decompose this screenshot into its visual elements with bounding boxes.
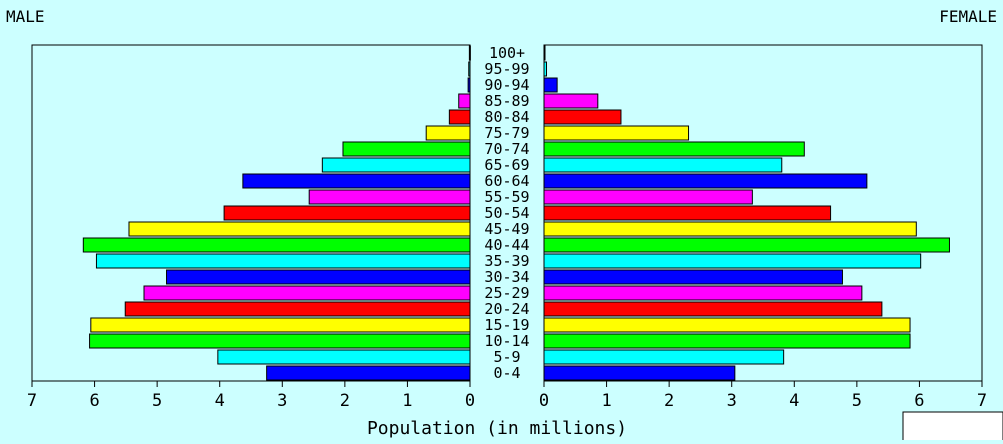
male-bar-0-4 (266, 365, 471, 381)
female-bar-50-54 (543, 205, 832, 221)
x-axis-title: Population (in millions) (367, 418, 627, 439)
age-label-95-99: 95-99 (484, 60, 529, 78)
female-bar-30-34 (543, 269, 843, 285)
right-tick-label-7: 7 (977, 391, 987, 411)
male-bar-75-79 (425, 125, 471, 141)
female-bar-40-44 (543, 237, 950, 253)
female-bar-45-49 (543, 221, 917, 237)
male-bar-25-29 (143, 285, 471, 301)
male-bar-20-24 (124, 301, 471, 317)
male-bar-10-14 (89, 333, 471, 349)
age-label-0-4: 0-4 (493, 364, 520, 382)
age-label-85-89: 85-89 (484, 92, 529, 110)
female-label: FEMALE (939, 7, 997, 26)
male-bar-40-44 (82, 237, 471, 253)
corner-box (902, 411, 1003, 444)
female-bar-20-24 (543, 301, 883, 317)
left-tick-label-4: 4 (215, 391, 225, 411)
age-label-55-59: 55-59 (484, 188, 529, 206)
right-tick-label-4: 4 (789, 391, 799, 411)
female-bar-5-9 (543, 349, 785, 365)
male-bar-30-34 (166, 269, 471, 285)
age-label-90-94: 90-94 (484, 76, 529, 94)
male-bar-85-89 (458, 93, 471, 109)
female-bar-60-64 (543, 173, 868, 189)
age-label-45-49: 45-49 (484, 220, 529, 238)
female-bar-10-14 (543, 333, 911, 349)
right-tick-label-0: 0 (539, 391, 549, 411)
age-label-30-34: 30-34 (484, 268, 529, 286)
age-label-25-29: 25-29 (484, 284, 529, 302)
right-tick-label-5: 5 (852, 391, 862, 411)
left-tick-label-5: 5 (152, 391, 162, 411)
age-label-40-44: 40-44 (484, 236, 529, 254)
left-tick-label-1: 1 (402, 391, 412, 411)
female-bar-95-99 (543, 61, 548, 77)
left-tick-label-3: 3 (277, 391, 287, 411)
female-bar-100+ (543, 45, 546, 61)
male-bar-95-99 (468, 61, 471, 77)
male-label: MALE (6, 7, 45, 26)
male-bar-45-49 (128, 221, 471, 237)
male-bar-80-84 (448, 109, 471, 125)
age-label-75-79: 75-79 (484, 124, 529, 142)
female-bar-15-19 (543, 317, 911, 333)
male-bar-70-74 (342, 141, 471, 157)
male-bar-35-39 (95, 253, 471, 269)
male-bar-5-9 (217, 349, 471, 365)
male-axis: 0 1 2 3 4 5 6 7 (27, 380, 475, 411)
age-label-65-69: 65-69 (484, 156, 529, 174)
right-tick-label-6: 6 (914, 391, 924, 411)
male-bar-55-59 (308, 189, 471, 205)
right-tick-label-2: 2 (664, 391, 674, 411)
male-bar-65-69 (321, 157, 471, 173)
female-bar-0-4 (543, 365, 736, 381)
age-label-5-9: 5-9 (493, 348, 520, 366)
age-label-15-19: 15-19 (484, 316, 529, 334)
left-tick-label-6: 6 (89, 391, 99, 411)
male-bar-50-54 (223, 205, 471, 221)
age-label-50-54: 50-54 (484, 204, 529, 222)
bars-group (82, 45, 950, 381)
male-bar-100+ (468, 45, 471, 61)
female-bar-65-69 (543, 157, 783, 173)
male-bar-90-94 (467, 77, 471, 93)
female-bar-35-39 (543, 253, 922, 269)
age-label-35-39: 35-39 (484, 252, 529, 270)
male-bar-15-19 (90, 317, 471, 333)
left-tick-label-2: 2 (340, 391, 350, 411)
female-axis: 0 1 2 3 4 5 6 7 (539, 380, 987, 411)
age-label-80-84: 80-84 (484, 108, 529, 126)
female-bar-55-59 (543, 189, 753, 205)
age-label-60-64: 60-64 (484, 172, 529, 190)
female-bar-85-89 (543, 93, 599, 109)
female-bar-25-29 (543, 285, 863, 301)
age-labels-group: 0-45-910-1415-1920-2425-2930-3435-3940-4… (484, 44, 529, 382)
left-tick-label-0: 0 (465, 391, 475, 411)
female-bar-80-84 (543, 109, 622, 125)
female-bar-75-79 (543, 125, 690, 141)
age-label-100+: 100+ (489, 44, 525, 62)
age-label-10-14: 10-14 (484, 332, 529, 350)
left-tick-label-7: 7 (27, 391, 37, 411)
female-bar-90-94 (543, 77, 558, 93)
age-label-70-74: 70-74 (484, 140, 529, 158)
age-label-20-24: 20-24 (484, 300, 529, 318)
right-tick-label-3: 3 (727, 391, 737, 411)
right-tick-label-1: 1 (601, 391, 611, 411)
female-bar-70-74 (543, 141, 805, 157)
male-bar-60-64 (242, 173, 471, 189)
